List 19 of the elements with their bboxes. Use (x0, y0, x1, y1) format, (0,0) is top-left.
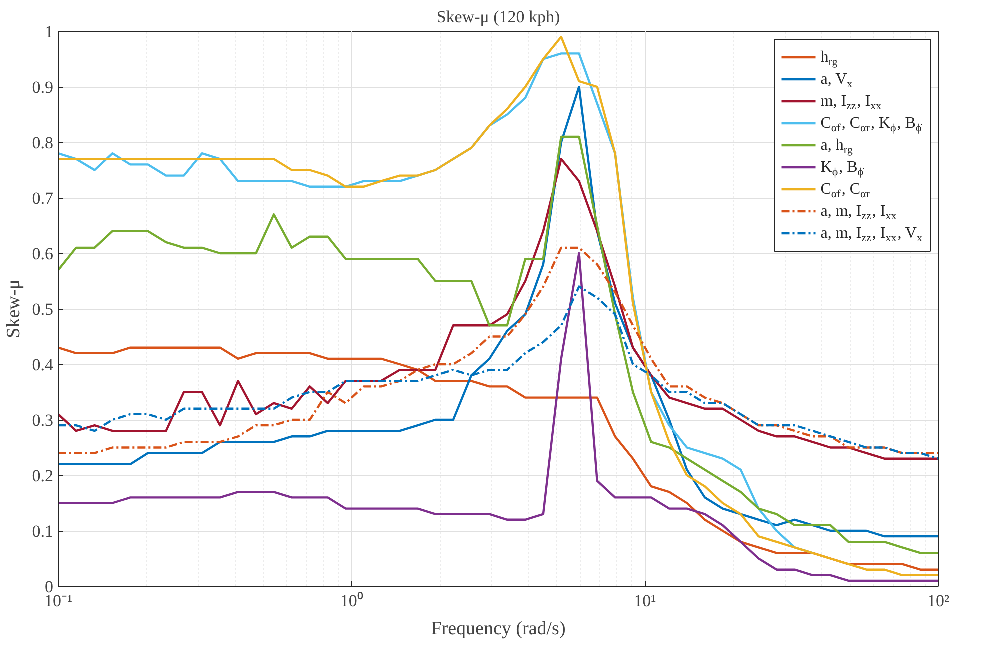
y-tick-label: 0.6 (32, 244, 54, 264)
y-axis-title: Skew-μ (3, 280, 24, 338)
line-series (58, 36, 938, 576)
x-tick-label: 10¹ (634, 592, 656, 610)
y-tick-label: 1 (45, 22, 54, 42)
line-series (58, 158, 938, 460)
x-tick-label: 10² (927, 592, 950, 610)
y-tick-label: 0.3 (32, 411, 54, 430)
x-tick-label: 10⁰ (340, 592, 364, 610)
y-tick-label: 0.9 (32, 78, 54, 97)
y-tick-label: 0.8 (32, 134, 54, 152)
x-axis-title: Frequency (rad/s) (431, 618, 566, 640)
y-tick-label: 0.2 (32, 466, 54, 486)
y-tick-label: 0.1 (32, 522, 54, 541)
y-tick-label: 0.4 (32, 356, 54, 374)
chart-title: Skew-μ (120 kph) (436, 8, 560, 26)
y-tick-label: 0.7 (32, 189, 54, 208)
y-tick-label: 0.5 (32, 300, 54, 319)
line-series (58, 252, 938, 582)
